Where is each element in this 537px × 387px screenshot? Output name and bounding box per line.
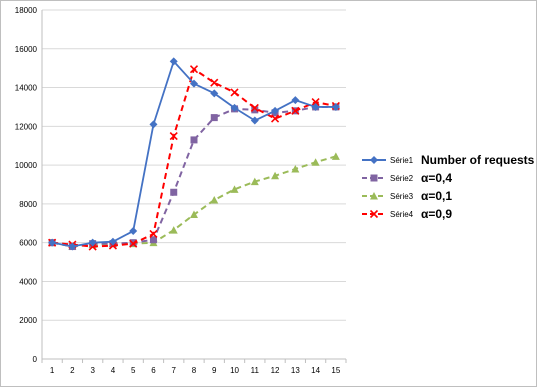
x-tick-label: 8 [192, 366, 197, 375]
x-tick-label: 1 [50, 366, 55, 375]
y-tick-label: 10000 [15, 161, 38, 170]
x-tick-label: 15 [331, 366, 340, 375]
legend-swatch-marker [370, 192, 378, 200]
y-tick-label: 14000 [15, 84, 38, 93]
legend-series-name: Série1 [390, 156, 414, 165]
series-1-point [291, 96, 300, 105]
series-lines [48, 57, 340, 251]
series-2-point [170, 188, 178, 196]
legend-item-1: Série1 Number of requests [362, 153, 535, 167]
x-tick-label: 5 [131, 366, 136, 375]
legend-series-name: Série3 [390, 192, 414, 201]
x-tick-label: 3 [90, 366, 95, 375]
series-2-point [190, 136, 198, 144]
x-tick-label: 9 [212, 366, 217, 375]
x-marker-stroke [230, 88, 239, 97]
series-1-point [169, 57, 178, 66]
series-2-point [210, 114, 218, 122]
y-tick-label: 8000 [19, 200, 37, 209]
series-1-point [190, 79, 198, 88]
legend-swatch-marker [370, 174, 378, 182]
x-marker-stroke [129, 239, 138, 248]
series-3-point [230, 185, 239, 193]
y-tick-label: 0 [33, 355, 38, 364]
y-axis-tick-labels: 0 2000 4000 6000 8000 10000 12000 14000 16000 180… [15, 6, 38, 364]
y-tick-label: 18000 [15, 6, 38, 15]
series-3-point [190, 210, 198, 219]
legend-series-note: α=0,1 [421, 189, 452, 203]
series-1-point [250, 116, 259, 125]
series-3-point [169, 226, 178, 234]
x-tick-label: 2 [70, 366, 75, 375]
series-3-point [331, 152, 340, 160]
series-1-point [230, 103, 239, 112]
series-3-point [250, 177, 259, 186]
x-marker-stroke [271, 114, 280, 123]
legend-series-note: α=0,9 [421, 207, 452, 221]
x-marker-stroke [291, 106, 300, 115]
series-4-point [311, 98, 320, 107]
gridlines [41, 9, 346, 360]
x-tick-label: 13 [291, 366, 300, 375]
x-marker-stroke [250, 103, 259, 112]
legend-swatch-marker [370, 156, 378, 164]
legend-swatch-marker [369, 209, 379, 219]
series-4-point [250, 103, 259, 112]
series-1-point [149, 120, 158, 129]
series-4-point [271, 114, 280, 123]
y-tick-label: 16000 [15, 45, 38, 54]
legend-series-name: Série4 [390, 210, 414, 219]
y-tick-label: 6000 [19, 239, 37, 248]
x-tick-label: 6 [151, 366, 156, 375]
series-4-point [149, 229, 158, 239]
series-2-point [149, 236, 157, 244]
x-tick-label: 4 [111, 366, 116, 375]
series-1-point [68, 242, 77, 251]
series-3-point [291, 164, 300, 173]
x-tick-label: 11 [251, 366, 260, 375]
x-marker-stroke [149, 229, 158, 239]
legend-series-note: α=0,4 [421, 171, 452, 185]
series-4-point [189, 65, 199, 74]
x-marker-stroke [369, 209, 379, 219]
series-2-point [251, 106, 259, 114]
series-4-point [230, 88, 239, 97]
series-1-point [210, 89, 219, 98]
x-marker-stroke [210, 78, 219, 87]
y-tick-label: 4000 [19, 277, 37, 286]
x-axis-tick-labels: 1 2 3 4 5 6 7 8 9 10 11 12 13 14 15 [41, 359, 347, 375]
series-1-point [129, 227, 138, 236]
series-1 [48, 57, 340, 251]
series-4-point [169, 131, 178, 141]
legend-series-note: Number of requests [421, 153, 535, 167]
series-4-point [291, 106, 300, 115]
legend-item-2: Série2 α=0,4 [362, 171, 452, 185]
x-marker-stroke [311, 98, 320, 107]
series-1-point [331, 102, 340, 111]
series-1-point [108, 237, 117, 246]
x-tick-label: 14 [311, 366, 320, 375]
series-1-point [271, 106, 280, 115]
x-tick-label: 10 [230, 366, 239, 375]
x-tick-label: 7 [172, 366, 177, 375]
series-1-point [48, 238, 57, 247]
legend-series-name: Série2 [390, 174, 414, 183]
series-3-point [210, 196, 219, 204]
series-3-point [271, 171, 280, 180]
series-4-point [210, 78, 219, 87]
series-4-point [129, 239, 138, 248]
series-3-point [311, 158, 320, 166]
y-tick-label: 2000 [19, 316, 37, 325]
legend-item-3: Série3 α=0,1 [362, 189, 452, 203]
x-marker-stroke [169, 131, 178, 141]
y-tick-label: 12000 [15, 122, 38, 131]
series-1-point [311, 102, 320, 111]
x-tick-label: 12 [271, 366, 280, 375]
series-1-point [88, 238, 97, 247]
legend-item-4: Série4 α=0,9 [362, 207, 452, 221]
x-marker-stroke [189, 65, 199, 74]
